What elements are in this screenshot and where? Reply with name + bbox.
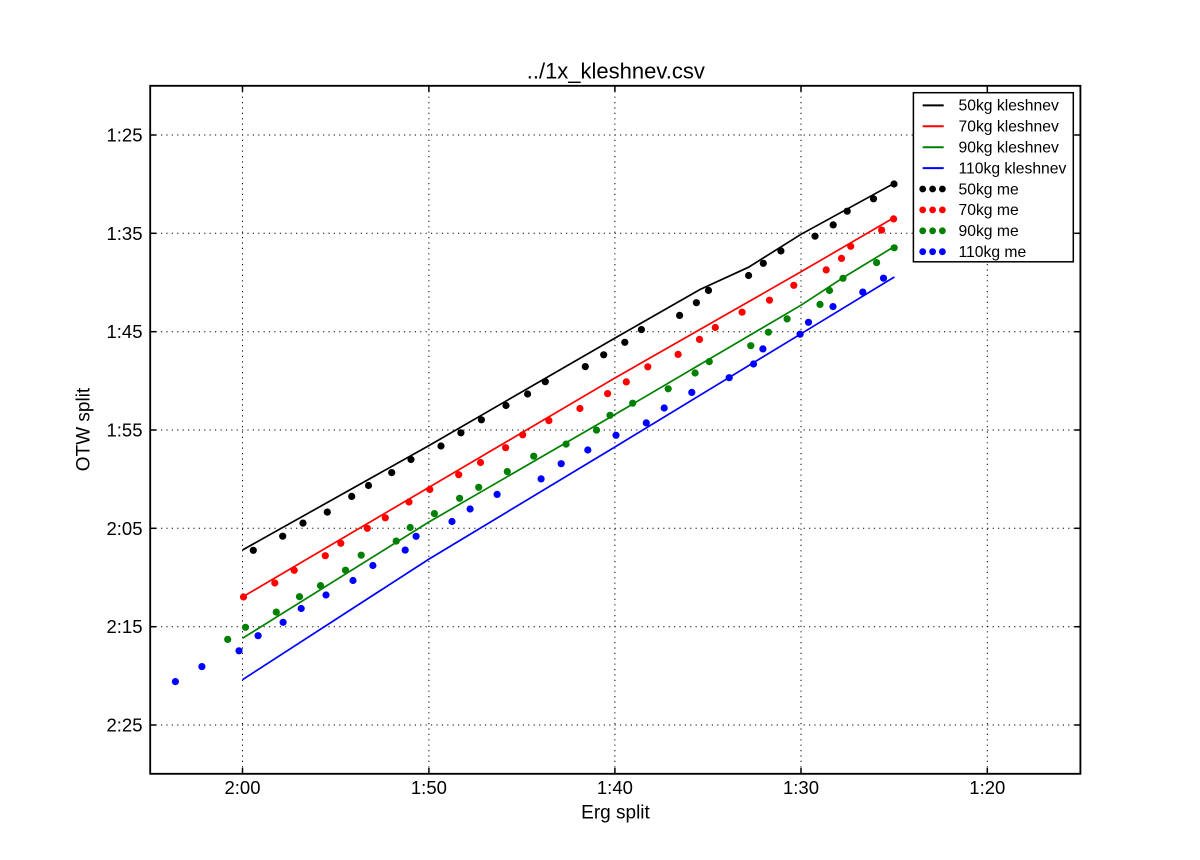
svg-text:2:05: 2:05: [106, 518, 142, 539]
svg-text:1:40: 1:40: [597, 777, 633, 798]
svg-text:90kg kleshnev: 90kg kleshnev: [959, 140, 1059, 157]
svg-text:50kg me: 50kg me: [959, 181, 1019, 198]
svg-text:1:30: 1:30: [783, 777, 819, 798]
svg-text:90kg me: 90kg me: [959, 223, 1019, 240]
svg-text:50kg kleshnev: 50kg kleshnev: [959, 98, 1059, 115]
svg-text:Erg split: Erg split: [581, 803, 650, 824]
svg-text:1:20: 1:20: [969, 777, 1005, 798]
svg-text:1:50: 1:50: [411, 777, 447, 798]
svg-text:2:00: 2:00: [224, 777, 260, 798]
svg-text:70kg me: 70kg me: [959, 202, 1019, 219]
svg-text:../1x_kleshnev.csv: ../1x_kleshnev.csv: [527, 59, 705, 84]
svg-text:1:45: 1:45: [106, 321, 142, 342]
svg-text:1:55: 1:55: [106, 420, 142, 441]
svg-text:2:25: 2:25: [106, 715, 142, 736]
svg-text:110kg me: 110kg me: [959, 244, 1027, 261]
svg-text:1:25: 1:25: [106, 125, 142, 146]
svg-text:1:35: 1:35: [106, 223, 142, 244]
svg-text:2:15: 2:15: [106, 616, 142, 637]
svg-text:OTW split: OTW split: [74, 387, 95, 471]
svg-text:70kg kleshnev: 70kg kleshnev: [959, 119, 1059, 136]
svg-text:110kg kleshnev: 110kg kleshnev: [959, 160, 1067, 177]
